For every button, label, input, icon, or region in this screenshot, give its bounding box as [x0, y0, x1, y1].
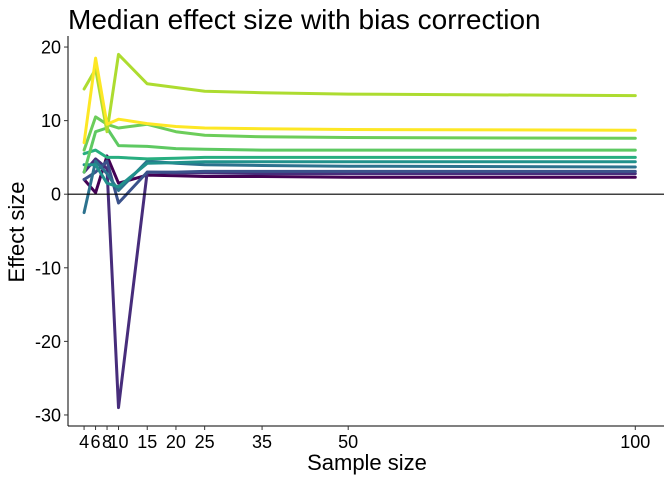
x-tick-label: 10	[109, 432, 129, 452]
x-tick-label: 50	[338, 432, 358, 452]
chart-title: Median effect size with bias correction	[68, 4, 541, 35]
series-line	[82, 56, 637, 145]
series-line	[82, 160, 637, 189]
y-tick-label: 20	[41, 38, 61, 58]
x-tick-label: 35	[252, 432, 272, 452]
series-line	[82, 157, 637, 410]
x-tick-label: 6	[91, 432, 101, 452]
x-axis-ticks: 4 6 810 15 20 25 35 50 100	[79, 426, 650, 452]
y-tick-label: -20	[35, 332, 61, 352]
series-line	[82, 115, 637, 152]
y-axis-ticks: -30 -20 -10 0 10 20	[35, 38, 68, 425]
series-line	[82, 126, 637, 174]
y-tick-label: -30	[35, 405, 61, 425]
x-tick-label: 8	[102, 432, 112, 452]
series-line	[82, 148, 637, 161]
series-line	[82, 52, 637, 134]
x-tick-label: 25	[195, 432, 215, 452]
x-tick-label: 15	[137, 432, 157, 452]
y-tick-label: 0	[51, 185, 61, 205]
series-line	[82, 159, 637, 215]
x-axis-title: Sample size	[307, 450, 427, 475]
x-tick-label: 100	[620, 432, 650, 452]
y-axis-title: Effect size	[4, 181, 29, 282]
y-tick-label: 10	[41, 111, 61, 131]
y-tick-label: -10	[35, 258, 61, 278]
x-tick-label: 4	[79, 432, 89, 452]
series-lines	[82, 52, 637, 410]
x-tick-label: 20	[166, 432, 186, 452]
